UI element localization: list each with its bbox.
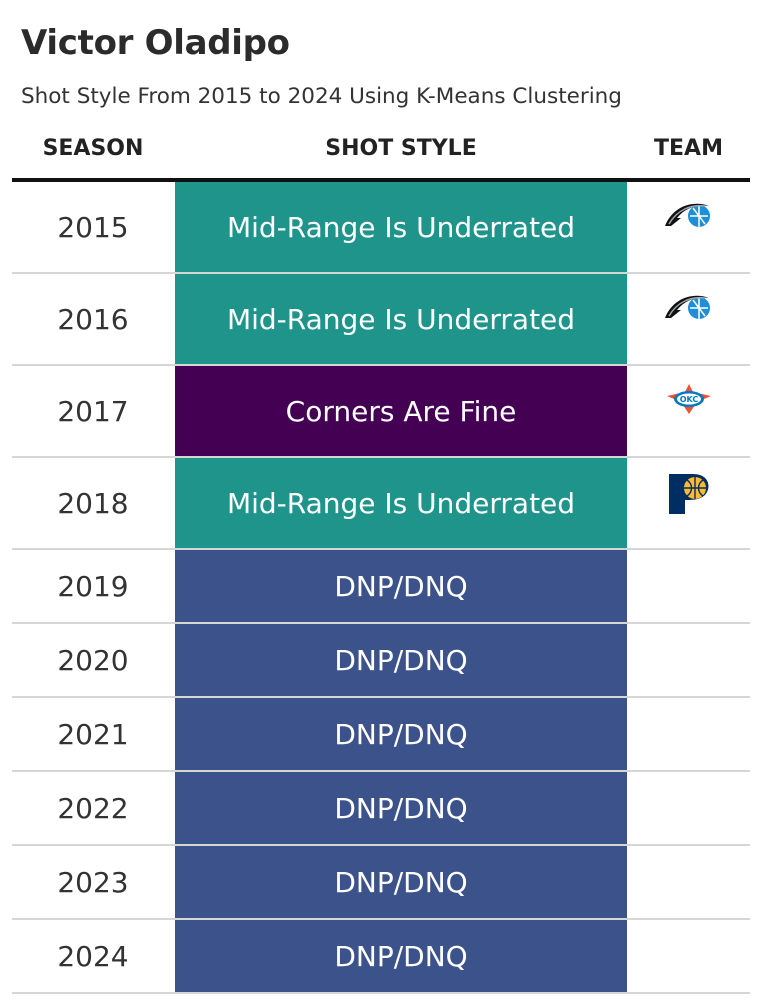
page-title: Victor Oladipo bbox=[21, 23, 290, 63]
column-header-season: SEASON bbox=[42, 136, 144, 161]
team-cell bbox=[627, 698, 750, 770]
team-cell bbox=[627, 772, 750, 844]
team-cell: OKC bbox=[627, 366, 750, 456]
shot-style-cell: Corners Are Fine bbox=[175, 366, 627, 456]
orlando-magic-logo-icon bbox=[665, 203, 710, 227]
column-header-team: TEAM bbox=[654, 136, 723, 161]
season-cell: 2022 bbox=[57, 791, 129, 825]
orlando-magic-logo-icon bbox=[665, 295, 710, 319]
table-row: 2024 DNP/DNQ bbox=[12, 920, 750, 994]
season-cell: 2015 bbox=[57, 210, 129, 244]
shot-style-cell: DNP/DNQ bbox=[175, 698, 627, 770]
shot-style-cell: DNP/DNQ bbox=[175, 550, 627, 622]
svg-text:OKC: OKC bbox=[680, 395, 699, 404]
season-cell: 2019 bbox=[57, 569, 129, 603]
team-cell bbox=[627, 458, 750, 548]
table-row: 2016 Mid-Range Is Underrated bbox=[12, 274, 750, 366]
season-cell: 2021 bbox=[57, 717, 129, 751]
table-header: SEASON SHOT STYLE TEAM bbox=[12, 130, 750, 182]
team-cell bbox=[627, 550, 750, 622]
table-body: 2015 Mid-Range Is Underrated 2016 Mid-Ra… bbox=[12, 182, 750, 994]
table-row: 2019 DNP/DNQ bbox=[12, 550, 750, 624]
shot-style-cell: DNP/DNQ bbox=[175, 624, 627, 696]
page-subtitle: Shot Style From 2015 to 2024 Using K-Mea… bbox=[21, 84, 622, 109]
team-cell bbox=[627, 624, 750, 696]
table-row: 2023 DNP/DNQ bbox=[12, 846, 750, 920]
season-cell: 2024 bbox=[57, 939, 129, 973]
column-header-shot-style: SHOT STYLE bbox=[325, 136, 477, 161]
table-row: 2017 Corners Are Fine OKC bbox=[12, 366, 750, 458]
team-cell bbox=[627, 274, 750, 364]
season-cell: 2016 bbox=[57, 302, 129, 336]
shot-style-cell: Mid-Range Is Underrated bbox=[175, 458, 627, 548]
table-row: 2015 Mid-Range Is Underrated bbox=[12, 182, 750, 274]
season-cell: 2018 bbox=[57, 486, 129, 520]
season-cell: 2017 bbox=[57, 394, 129, 428]
indiana-pacers-logo-icon bbox=[669, 474, 709, 514]
shot-style-cell: Mid-Range Is Underrated bbox=[175, 182, 627, 272]
shot-style-cell: DNP/DNQ bbox=[175, 772, 627, 844]
team-cell bbox=[627, 182, 750, 272]
table-row: 2022 DNP/DNQ bbox=[12, 772, 750, 846]
season-cell: 2023 bbox=[57, 865, 129, 899]
team-cell bbox=[627, 846, 750, 918]
okc-thunder-logo-icon: OKC bbox=[667, 384, 711, 414]
table-row: 2021 DNP/DNQ bbox=[12, 698, 750, 772]
team-cell bbox=[627, 920, 750, 992]
shot-style-cell: Mid-Range Is Underrated bbox=[175, 274, 627, 364]
table-row: 2020 DNP/DNQ bbox=[12, 624, 750, 698]
table-row: 2018 Mid-Range Is Underrated bbox=[12, 458, 750, 550]
shot-style-cell: DNP/DNQ bbox=[175, 846, 627, 918]
shot-style-cell: DNP/DNQ bbox=[175, 920, 627, 992]
season-cell: 2020 bbox=[57, 643, 129, 677]
